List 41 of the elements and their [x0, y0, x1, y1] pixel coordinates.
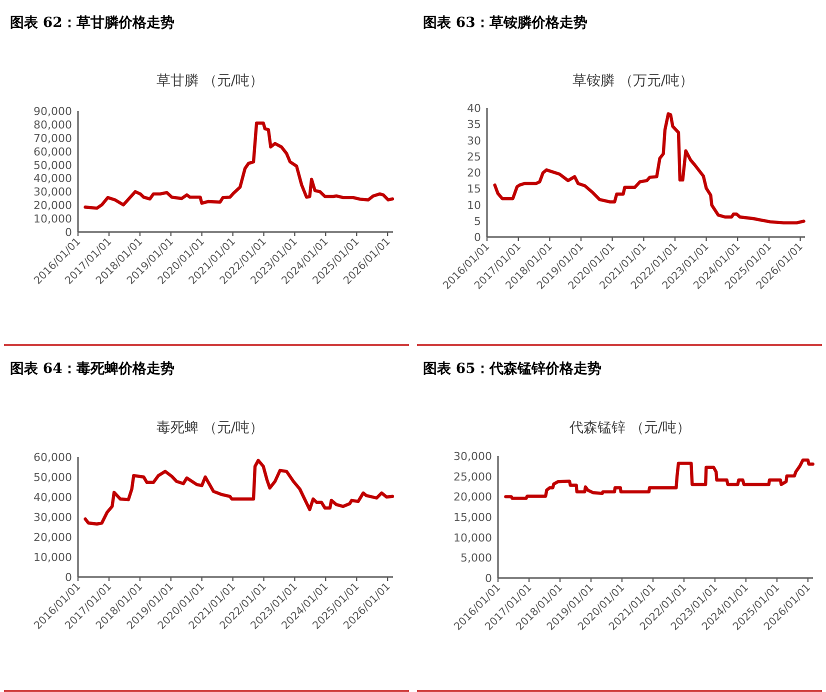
chart-title: 图表 62：草甘膦价格走势	[10, 15, 174, 31]
y-tick-label: 25,000	[454, 470, 492, 484]
y-tick-label: 10,000	[454, 531, 492, 544]
chart-subtitle: 代森锰锌 （元/吨）	[568, 420, 691, 436]
chart-subtitle: 草铵膦 （万元/吨）	[572, 73, 694, 89]
y-tick-label: 0	[474, 231, 481, 244]
y-tick-label: 40	[467, 102, 481, 115]
y-tick-label: 60,000	[34, 451, 72, 464]
y-tick-label: 10,000	[34, 551, 72, 564]
y-tick-label: 50,000	[34, 471, 72, 484]
y-tick-label: 0	[65, 226, 72, 239]
y-tick-label: 40,000	[34, 172, 72, 186]
y-tick-label: 80,000	[34, 118, 72, 132]
y-tick-label: 0	[65, 571, 72, 584]
y-tick-label: 10	[467, 198, 481, 212]
y-tick-label: 20,000	[454, 490, 492, 504]
y-tick-label: 10,000	[34, 212, 72, 226]
chart-title: 图表 65：代森锰锌价格走势	[423, 361, 602, 377]
y-tick-label: 20,000	[34, 199, 72, 212]
chart-subtitle: 草甘膦 （元/吨）	[156, 73, 264, 89]
y-tick-label: 15,000	[454, 511, 492, 524]
y-tick-label: 40,000	[34, 491, 72, 504]
y-tick-label: 25	[467, 150, 481, 164]
y-tick-label: 0	[485, 572, 492, 585]
y-tick-label: 70,000	[34, 132, 72, 145]
y-tick-label: 30,000	[34, 186, 72, 199]
y-tick-label: 50,000	[34, 158, 72, 172]
y-tick-label: 30,000	[454, 450, 492, 463]
y-tick-label: 90,000	[34, 105, 72, 118]
chart-title: 图表 63：草铵膦价格走势	[423, 15, 588, 31]
y-tick-label: 5	[474, 214, 481, 228]
y-tick-label: 20	[467, 166, 481, 180]
chart-subtitle: 毒死蜱 （元/吨）	[156, 420, 264, 436]
y-tick-label: 5,000	[460, 552, 492, 565]
y-tick-label: 60,000	[34, 145, 72, 158]
y-tick-label: 15	[467, 182, 481, 196]
chart-title: 图表 64：毒死蜱价格走势	[10, 361, 174, 377]
y-tick-label: 35	[467, 118, 481, 132]
y-tick-label: 30,000	[34, 511, 72, 524]
y-tick-label: 30	[467, 134, 481, 148]
y-tick-label: 20,000	[34, 531, 72, 544]
